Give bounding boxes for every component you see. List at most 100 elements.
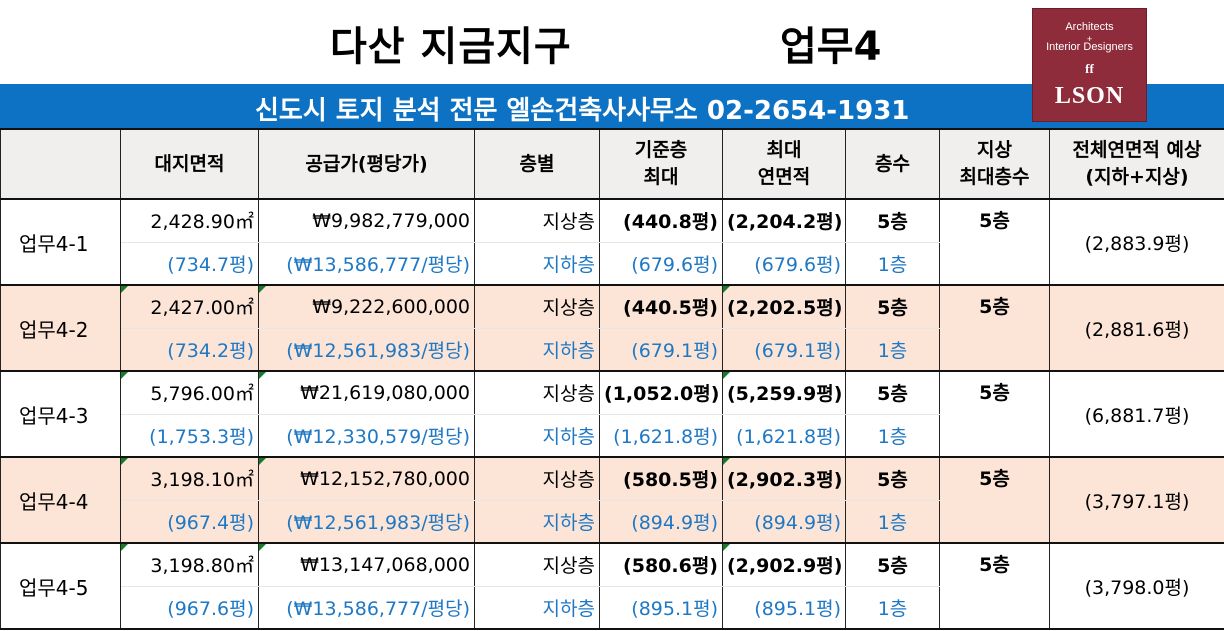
base-floor-above: (440.5평) (599, 284, 723, 329)
land-area-pyeong: (734.7평) (120, 241, 259, 286)
base-floor-above: (1,052.0평) (599, 370, 723, 415)
supply-price: ₩9,222,600,000 (258, 284, 475, 329)
below-ground-label: 지하층 (474, 499, 600, 544)
base-floor-below: (895.1평) (599, 585, 723, 630)
below-ground-label: 지하층 (474, 585, 600, 630)
land-area: 5,796.00㎡ (120, 370, 259, 415)
land-area: 3,198.10㎡ (120, 456, 259, 501)
above-ground-label: 지상층 (474, 370, 600, 415)
plot-name: 업무4-5 (0, 542, 121, 630)
floors-below: 1층 (845, 327, 940, 372)
base-floor-above: (440.8평) (599, 198, 723, 243)
gross-floor-area-above: (2,204.2평) (722, 198, 846, 243)
table-row: (967.4평) (₩12,561,983/평당) 지하층 (894.9평) (… (1, 499, 1224, 544)
gross-floor-area-below: (1,621.8평) (722, 413, 846, 458)
page-title: 다산 지금지구 (330, 24, 572, 70)
logo-text-architects: Architects (1065, 21, 1114, 33)
max-above-floors: 5층 (939, 542, 1050, 630)
gross-floor-area-below: (895.1평) (722, 585, 846, 630)
price-per-pyeong: (₩12,561,983/평당) (258, 327, 475, 372)
header-total: 전체연면적 예상 (지하+지상) (1049, 128, 1224, 200)
header-blank (0, 128, 121, 200)
header-layer: 층별 (474, 128, 600, 200)
gross-floor-area-above: (5,259.9평) (722, 370, 846, 415)
gross-floor-area-above: (2,902.9평) (722, 542, 846, 587)
base-floor-below: (894.9평) (599, 499, 723, 544)
table-row: (734.7평) (₩13,586,777/평당) 지하층 (679.6평) (… (1, 241, 1224, 286)
land-area: 3,198.80㎡ (120, 542, 259, 587)
header-max-above: 지상 최대층수 (939, 128, 1050, 200)
header-total-line2: (지하+지상) (1085, 166, 1189, 188)
price-per-pyeong: (₩13,586,777/평당) (258, 585, 475, 630)
floors-above: 5층 (845, 284, 940, 329)
header-total-line1: 전체연면적 예상 (1072, 139, 1202, 162)
below-ground-label: 지하층 (474, 413, 600, 458)
above-ground-label: 지상층 (474, 456, 600, 501)
max-above-floors: 5층 (939, 198, 1050, 286)
base-floor-above: (580.5평) (599, 456, 723, 501)
plot-name: 업무4-4 (0, 456, 121, 544)
max-above-floors: 5층 (939, 456, 1050, 544)
total-floor-area: (3,797.1평) (1049, 456, 1224, 544)
logo-text-interior: Interior Designers (1046, 41, 1133, 53)
supply-price: ₩21,619,080,000 (258, 370, 475, 415)
price-per-pyeong: (₩13,586,777/평당) (258, 241, 475, 286)
total-floor-area: (3,798.0평) (1049, 542, 1224, 630)
total-floor-area: (2,881.6평) (1049, 284, 1224, 372)
logo-text-plus: + (1086, 34, 1093, 44)
max-above-floors: 5층 (939, 284, 1050, 372)
header-floors: 층수 (845, 128, 940, 200)
table-row: 업무4-4 3,198.10㎡ ₩12,152,780,000 지상층 (580… (0, 456, 1224, 544)
land-area-pyeong: (1,753.3평) (120, 413, 259, 458)
table-row: (1,753.3평) (₩12,330,579/평당) 지하층 (1,621.8… (1, 413, 1224, 458)
plot-name: 업무4-1 (0, 198, 121, 286)
floors-below: 1층 (845, 499, 940, 544)
supply-price: ₩12,152,780,000 (258, 456, 475, 501)
header-base-max-line2: 최대 (643, 166, 679, 188)
gross-floor-area-below: (679.1평) (722, 327, 846, 372)
logo-mark-icon: ff (1085, 61, 1094, 76)
floors-above: 5층 (845, 370, 940, 415)
header-max-floor-area: 최대 연면적 (722, 128, 846, 200)
header-base-max-line1: 기준층 (634, 139, 688, 162)
above-ground-label: 지상층 (474, 542, 600, 587)
price-per-pyeong: (₩12,330,579/평당) (258, 413, 475, 458)
table-row: (734.2평) (₩12,561,983/평당) 지하층 (679.1평) (… (1, 327, 1224, 372)
table-row: 업무4-5 3,198.80㎡ ₩13,147,068,000 지상층 (580… (0, 542, 1224, 630)
gross-floor-area-below: (894.9평) (722, 499, 846, 544)
zone-title: 업무4 (780, 24, 882, 70)
table-row: (967.6평) (₩13,586,777/평당) 지하층 (895.1평) (… (1, 585, 1224, 630)
banner-text: 신도시 토지 분석 전문 엘손건축사사무소 02-2654-1931 (255, 96, 910, 126)
header-area: 대지면적 (120, 128, 259, 200)
land-analysis-table: 대지면적 공급가(평당가) 층별 기준층 최대 최대 연면적 층수 지상 최대층수 전… (0, 128, 1224, 630)
base-floor-below: (1,621.8평) (599, 413, 723, 458)
table-row: 업무4-2 2,427.00㎡ ₩9,222,600,000 지상층 (440.… (0, 284, 1224, 372)
lson-logo: Architects + Interior Designers ff LSON (1032, 8, 1147, 122)
below-ground-label: 지하층 (474, 241, 600, 286)
floors-below: 1층 (845, 413, 940, 458)
plot-name: 업무4-3 (0, 370, 121, 458)
total-floor-area: (6,881.7평) (1049, 370, 1224, 458)
table-header-row: 대지면적 공급가(평당가) 층별 기준층 최대 최대 연면적 층수 지상 최대층수 전… (0, 128, 1224, 200)
above-ground-label: 지상층 (474, 284, 600, 329)
land-area: 2,427.00㎡ (120, 284, 259, 329)
below-ground-label: 지하층 (474, 327, 600, 372)
table-row: 업무4-1 2,428.90㎡ ₩9,982,779,000 지상층 (440.… (0, 198, 1224, 286)
logo-name: LSON (1054, 83, 1125, 109)
floors-above: 5층 (845, 456, 940, 501)
plot-name: 업무4-2 (0, 284, 121, 372)
contact-banner: 신도시 토지 분석 전문 엘손건축사사무소 02-2654-1931 (0, 84, 1224, 128)
header-max-above-line1: 지상 (977, 139, 1012, 162)
floors-below: 1층 (845, 585, 940, 630)
land-area-pyeong: (967.6평) (120, 585, 259, 630)
table-row: 업무4-3 5,796.00㎡ ₩21,619,080,000 지상층 (1,0… (0, 370, 1224, 458)
supply-price: ₩13,147,068,000 (258, 542, 475, 587)
base-floor-above: (580.6평) (599, 542, 723, 587)
gross-floor-area-above: (2,202.5평) (722, 284, 846, 329)
title-row: 다산 지금지구 업무4 (0, 0, 1224, 84)
supply-price: ₩9,982,779,000 (258, 198, 475, 243)
land-area-pyeong: (967.4평) (120, 499, 259, 544)
total-floor-area: (2,883.9평) (1049, 198, 1224, 286)
header-max-floor-area-line2: 연면적 (757, 166, 811, 188)
